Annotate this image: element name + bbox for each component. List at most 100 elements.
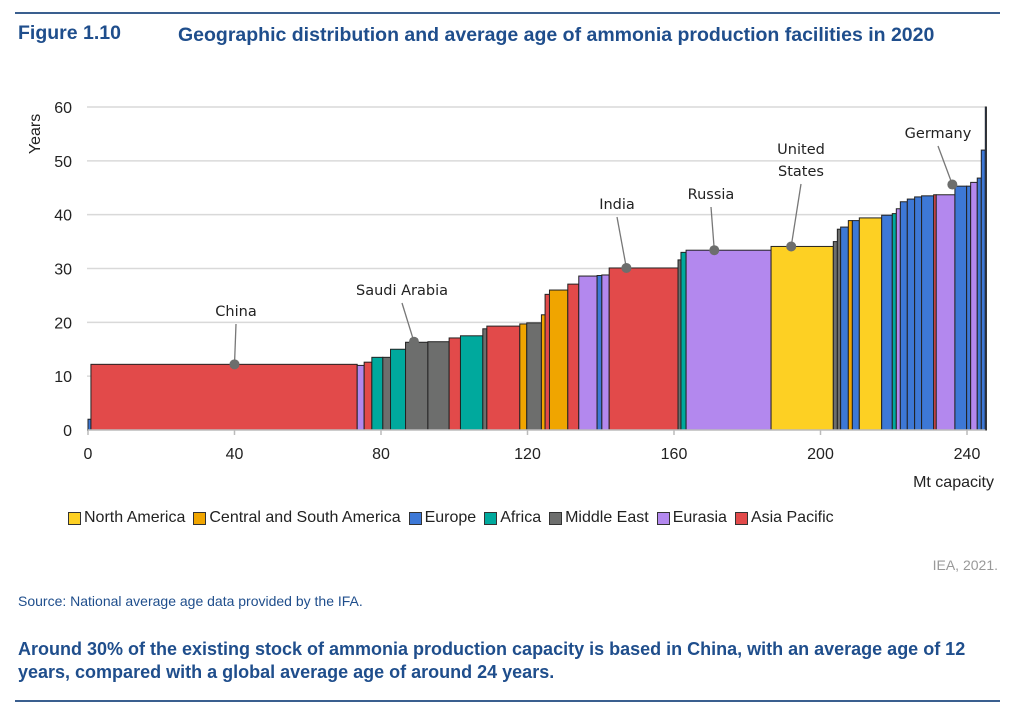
bar: [858, 217, 883, 431]
annotation-dot: [709, 245, 720, 256]
bar: [914, 196, 923, 431]
annotation-leader: [233, 323, 237, 365]
bar: [881, 214, 893, 431]
y-tick-label: 20: [54, 315, 72, 332]
y-tick-label: 60: [54, 100, 72, 117]
bar: [548, 289, 569, 431]
bar: [976, 177, 982, 431]
bar: [851, 220, 860, 431]
bar: [482, 328, 488, 431]
legend-item: Eurasia: [656, 509, 727, 527]
bar: [891, 213, 897, 431]
y-tick-label: 40: [54, 208, 72, 225]
annotation-label: Russia: [688, 187, 735, 203]
bar: [895, 208, 901, 431]
bar: [356, 364, 365, 431]
annotation-leader: [937, 145, 953, 185]
bar: [680, 251, 687, 431]
bar: [935, 194, 956, 431]
source-note: Source: National average age data provid…: [18, 593, 363, 609]
bar: [921, 195, 935, 431]
legend-label: Africa: [500, 509, 542, 526]
annotation-label: China: [215, 304, 256, 320]
x-tick-label: 0: [84, 446, 93, 463]
bar: [390, 348, 407, 431]
legend-swatch: [549, 511, 563, 525]
bar: [966, 185, 972, 431]
bar: [382, 356, 392, 431]
figure-number: Figure 1.10: [18, 22, 121, 44]
bar: [427, 341, 450, 431]
y-tick-label: 10: [54, 369, 72, 386]
bar: [544, 293, 550, 431]
y-tick-label: 0: [63, 423, 72, 440]
annotation-label: Saudi Arabia: [356, 283, 448, 299]
chart: 0 10 20 30 40 50 60 0 40 80 120 160 200 240 Years Mt ca…: [27, 100, 994, 491]
top-rule: [15, 12, 1000, 14]
legend-swatch: [68, 511, 81, 525]
annotation-dot: [947, 179, 958, 190]
legend-label: Central and South America: [209, 509, 401, 526]
annotation-leader: [790, 183, 802, 247]
annotation-dot: [229, 359, 240, 370]
bar: [526, 322, 542, 431]
legend-item: Middle East: [549, 509, 649, 527]
figure-title: Geographic distribution and average age …: [178, 24, 935, 46]
bar: [984, 106, 987, 431]
credit: IEA, 2021.: [932, 557, 998, 573]
bar: [906, 198, 916, 431]
legend-swatch: [193, 511, 207, 525]
legend-swatch: [656, 511, 670, 525]
bar: [980, 149, 986, 431]
legend-swatch: [484, 511, 498, 525]
x-tick-label: 240: [954, 446, 981, 463]
legend-label: Eurasia: [672, 509, 727, 526]
x-tick-label: 80: [372, 446, 390, 463]
annotation-dot: [786, 241, 797, 252]
annotation-dot: [408, 336, 419, 347]
x-tick-label: 160: [661, 446, 688, 463]
legend-swatch: [408, 511, 422, 525]
bar: [371, 356, 384, 431]
legend-label: Middle East: [565, 509, 649, 526]
bar: [601, 274, 610, 431]
annotation-leader: [401, 302, 415, 342]
x-tick-label: 200: [807, 446, 834, 463]
y-tick-label: 30: [54, 262, 72, 279]
legend-item: Central and South America: [193, 509, 401, 527]
bar: [608, 267, 679, 431]
legend-swatch: [734, 511, 748, 525]
legend-item: Africa: [484, 509, 541, 527]
bar: [363, 361, 373, 431]
legend: North America Central and South America Eu…: [68, 509, 842, 527]
bar: [567, 283, 580, 431]
y-tick-label: 50: [54, 154, 72, 171]
annotation-leader: [710, 206, 715, 251]
x-tick-label: 40: [226, 446, 244, 463]
bottom-rule: [15, 700, 1000, 702]
legend-item: Asia Pacific: [734, 509, 834, 527]
bar: [90, 363, 358, 431]
annotation-label: India: [599, 197, 635, 213]
annotation-label: Germany: [905, 126, 972, 142]
bar: [540, 314, 546, 431]
legend-item: Europe: [408, 509, 477, 527]
bar: [486, 325, 521, 431]
annotation-label: United: [777, 142, 825, 158]
bar: [519, 323, 528, 431]
bar: [770, 245, 834, 431]
bar: [685, 249, 772, 431]
annotation-leader: [616, 216, 628, 269]
bar: [596, 275, 603, 431]
bar: [970, 181, 978, 431]
legend-item: North America: [68, 509, 185, 527]
bar: [840, 226, 849, 431]
bar: [448, 337, 461, 431]
legend-label: Asia Pacific: [750, 509, 834, 526]
y-axis-label: Years: [27, 114, 44, 154]
bar: [578, 275, 598, 431]
legend-label: Europe: [424, 509, 477, 526]
legend-label: North America: [84, 509, 186, 526]
annotation-label: States: [778, 164, 824, 180]
bar: [847, 220, 853, 431]
